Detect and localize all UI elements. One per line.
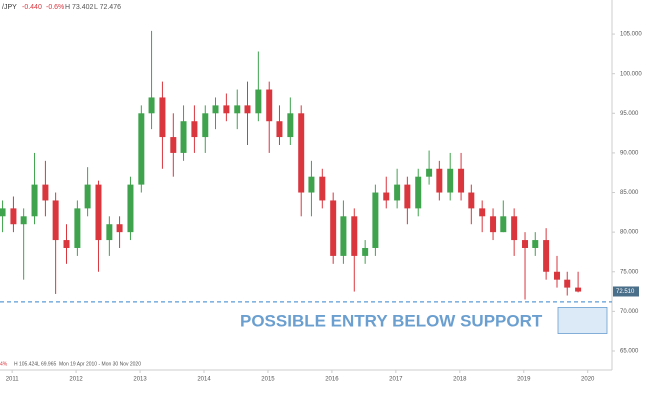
y-tick-label: 65.000 [620,349,639,355]
x-tick-label: 2019 [517,377,531,383]
candle-body [159,97,166,138]
candle-body [212,105,219,114]
candle-body [500,216,507,233]
y-tick-label: 80.000 [620,230,639,236]
candle-body [255,89,262,114]
candle-body [394,184,401,201]
candle-body [532,240,539,248]
candle-body [287,113,294,138]
candle-body [266,89,273,122]
x-tick-label: 2020 [581,377,595,383]
x-tick-label: 2017 [389,377,403,383]
candle-body [522,240,529,248]
y-tick-label: 75.000 [620,269,639,275]
candle-body [52,200,59,241]
candle-body [0,208,6,217]
x-tick-label: 2012 [69,377,83,383]
low-label: L 72.476 [94,4,121,11]
candle-body [202,113,209,138]
candle-body [564,279,571,288]
last-price-box [613,286,639,297]
footer-high: H 105.424 [14,361,37,367]
candle-body [127,184,134,233]
candle-body [138,113,145,185]
y-tick-label: 85.000 [620,190,639,196]
candle-body [372,192,379,248]
candle-body [298,113,305,193]
candle-body [554,271,561,280]
symbol: /JPY [2,4,17,11]
change-pct: -0.6% [46,4,64,11]
candle-body [426,168,433,177]
candle-body [308,176,315,193]
y-tick-label: 70.000 [620,309,639,315]
candle-body [330,200,337,256]
candle-body [479,208,486,217]
candle-body [234,105,241,114]
candle-body [362,247,369,256]
x-tick-label: 2014 [197,377,211,383]
candle-body [458,168,465,193]
candle-body [42,184,49,201]
candle-body [116,224,123,233]
candle-body [31,184,38,217]
y-tick-label: 100.000 [620,71,642,77]
high-label: H 73.402 [65,4,94,11]
change: -0.440 [22,4,42,11]
candle-body [436,168,443,193]
candle-body [223,105,230,114]
y-tick-label: 95.000 [620,111,639,117]
candle-body [447,168,454,193]
x-tick-label: 2015 [261,377,275,383]
y-tick-label: 105.000 [620,32,642,38]
y-tick-label: 90.000 [620,150,639,156]
candle-body [84,184,91,209]
candle-body [276,121,283,138]
candle-body [148,97,155,114]
candle-body [244,105,251,114]
candle-body [575,287,582,292]
last-price-label: 72.510 [616,289,635,295]
candle-body [191,121,198,138]
candle-body [106,224,113,241]
candle-body [351,216,358,256]
candle-body [383,192,390,201]
candle-body [511,216,518,241]
candle-body [63,240,70,248]
candle-body [170,137,177,153]
x-tick-label: 2013 [133,377,147,383]
candle-body [415,176,422,209]
candle-body [543,240,550,272]
candle-body [340,216,347,256]
footer-range: Mon 19 Apr 2010 - Mon 30 Nov 2020 [59,361,141,367]
candle-body [468,192,475,209]
candle-body [319,176,326,201]
annotation: POSSIBLE ENTRY BELOW SUPPORT [240,311,543,330]
candle-body [490,216,497,233]
candle-body [20,216,27,225]
candle-body [180,121,187,153]
x-tick-label: 2018 [453,377,467,383]
x-tick-label: 2016 [325,377,339,383]
footer-low: L 69.965 [37,361,56,367]
x-tick-label: 2011 [6,377,20,383]
candle-body [95,184,102,241]
candle-body [404,184,411,209]
candle-body [10,208,17,225]
entry-zone [557,307,608,334]
candle-body [74,208,81,248]
footer-pct: 4% [0,361,8,367]
